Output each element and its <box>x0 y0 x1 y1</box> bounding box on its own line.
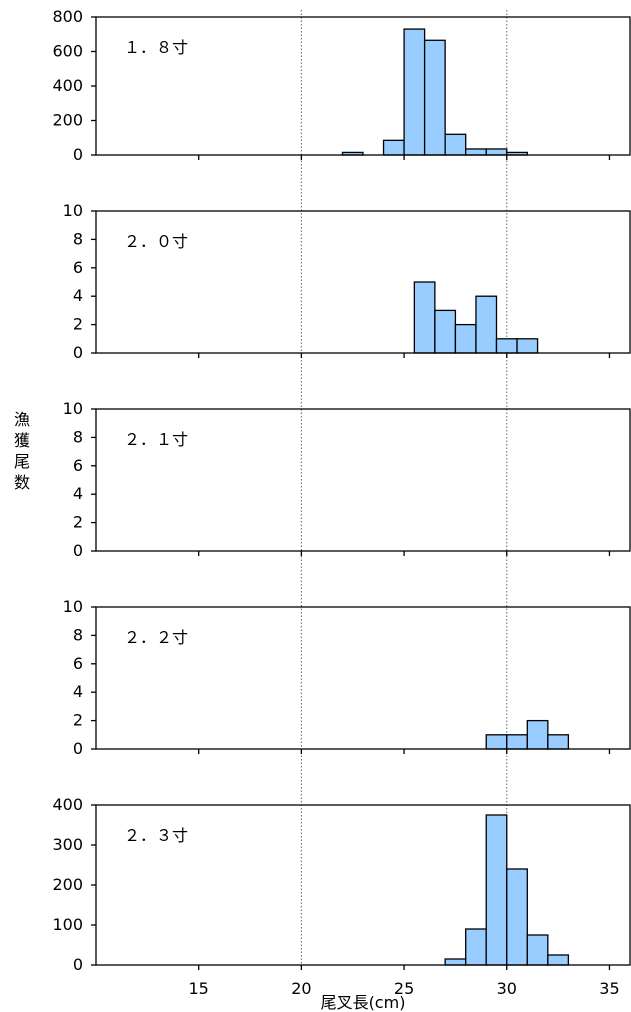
panel-label: ２．０寸 <box>124 232 188 251</box>
bar-panel2-2 <box>434 309 457 354</box>
y-axis-title: 漁獲尾数 <box>14 410 30 492</box>
bar-panel2-4 <box>475 295 498 354</box>
bar-panel1-4 <box>423 39 446 156</box>
y-axis-title-char: 尾 <box>14 452 30 471</box>
bar-panel5-4 <box>506 868 528 966</box>
y-tick-label: 0 <box>73 955 83 974</box>
shared-x-axis: 15 20 25 30 35 <box>189 979 620 998</box>
x-axis-title: 尾叉長(cm) <box>321 993 406 1012</box>
x-tick-label: 15 <box>189 979 209 998</box>
y-tick-label: 4 <box>73 682 83 701</box>
panel-4: 0 2 4 6 8 10 ２．２寸 <box>63 597 631 758</box>
plot-frame <box>95 210 631 354</box>
y-tick-label: 6 <box>73 258 83 277</box>
y-tick-label: 0 <box>73 541 83 560</box>
x-tick-label: 20 <box>291 979 311 998</box>
panel-2: 0 2 4 6 8 10 ２．０寸 <box>63 201 631 362</box>
bar-panel1-3 <box>403 28 426 156</box>
y-tick-label: 600 <box>52 42 83 61</box>
y-tick-label: 8 <box>73 625 83 644</box>
bar-panel5-3 <box>485 814 508 966</box>
bar-panel1-5 <box>444 133 467 156</box>
plot-frame <box>95 606 631 750</box>
bar-panel2-1 <box>413 281 436 354</box>
y-tick-label: 10 <box>63 597 83 616</box>
bar-panel5-2 <box>465 928 487 966</box>
y-axis-title-char: 数 <box>14 473 30 492</box>
y-axis-title-char: 漁 <box>14 410 30 429</box>
y-tick-label: 4 <box>73 286 83 305</box>
bar-panel2-3 <box>454 323 477 354</box>
y-tick-label: 400 <box>52 76 83 95</box>
bar-panel5-5 <box>526 934 549 966</box>
panel-label: １．８寸 <box>124 38 188 57</box>
bar-panel4-3 <box>526 719 549 750</box>
x-tick-label: 25 <box>394 979 414 998</box>
y-tick-label: 4 <box>73 484 83 503</box>
bar-panel1-2 <box>382 139 405 156</box>
y-axis-title-char: 獲 <box>14 431 30 450</box>
y-tick-label: 2 <box>73 315 83 334</box>
y-tick-label: 200 <box>52 111 83 130</box>
y-tick-label: 400 <box>52 795 83 814</box>
x-tick-label: 30 <box>497 979 517 998</box>
bar-panel1-6 <box>465 148 487 156</box>
panel-1: 0 200 400 600 800 １．８寸 <box>52 7 631 164</box>
bar-panel4-4 <box>547 734 570 750</box>
y-tick-label: 0 <box>73 739 83 758</box>
bar-panel5-1 <box>444 958 467 966</box>
bar-panel5-6 <box>547 954 570 966</box>
y-tick-label: 2 <box>73 711 83 730</box>
panel-label: ２．３寸 <box>124 826 188 845</box>
y-tick-label: 6 <box>73 456 83 475</box>
bar-panel4-2 <box>506 734 528 750</box>
bar-panel1-7 <box>485 148 508 156</box>
y-tick-label: 200 <box>52 875 83 894</box>
y-tick-label: 6 <box>73 654 83 673</box>
y-tick-label: 800 <box>52 7 83 26</box>
y-tick-label: 8 <box>73 427 83 446</box>
x-tick-label: 35 <box>599 979 619 998</box>
panel-3: 0 2 4 6 8 10 ２．１寸 <box>63 399 631 560</box>
y-tick-label: 100 <box>52 915 83 934</box>
y-tick-label: 8 <box>73 229 83 248</box>
bar-panel4-1 <box>485 734 508 750</box>
y-tick-label: 10 <box>63 201 83 220</box>
reference-lines <box>300 10 508 968</box>
y-tick-label: 10 <box>63 399 83 418</box>
panel-label: ２．１寸 <box>124 430 188 449</box>
y-tick-label: 2 <box>73 513 83 532</box>
panel-5: 0 100 200 300 400 ２．３寸 <box>52 795 631 974</box>
y-tick-label: 0 <box>73 343 83 362</box>
panels: 0200400600800１．８寸0246810２．０寸0246810２．１寸0… <box>52 7 631 974</box>
y-tick-label: 300 <box>52 835 83 854</box>
y-tick-label: 0 <box>73 145 83 164</box>
bar-panel2-6 <box>516 338 539 354</box>
bar-panel2-5 <box>495 338 518 354</box>
panel-label: ２．２寸 <box>124 628 188 647</box>
plot-frame <box>95 408 631 552</box>
